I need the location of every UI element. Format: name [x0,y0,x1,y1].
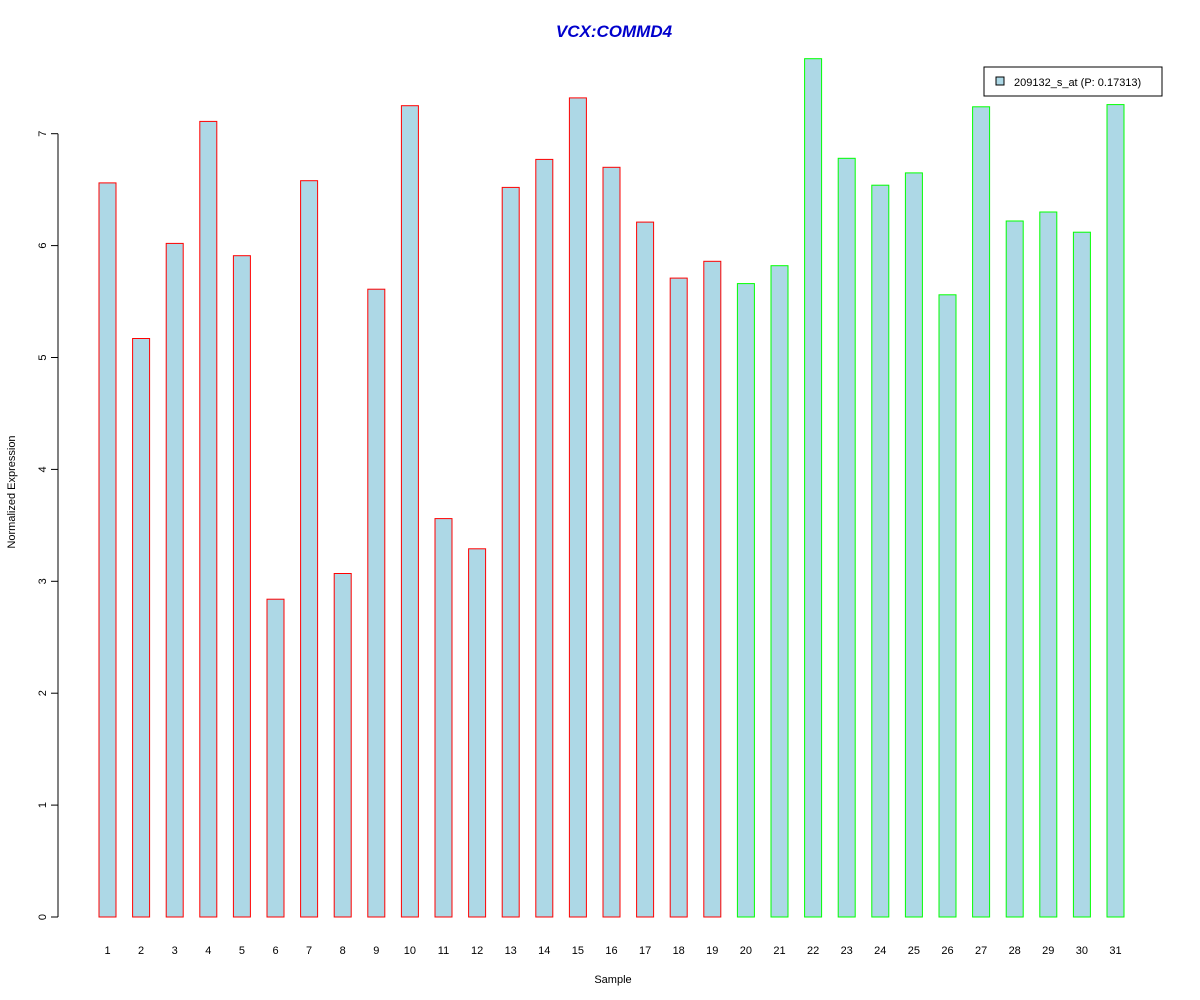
x-tick-label: 3 [172,945,178,957]
x-tick-label: 17 [639,945,651,957]
x-tick-label: 19 [706,945,718,957]
x-tick-label: 24 [874,945,886,957]
chart-title: VCX:COMMD4 [556,22,673,41]
bar-19 [703,260,722,918]
x-tick-label: 9 [373,945,379,957]
y-axis-label: Normalized Expression [6,435,18,548]
bar-27 [972,106,991,918]
x-tick-label: 14 [538,945,550,957]
x-tick-label: 18 [673,945,685,957]
y-axis: 0 1 2 3 4 5 6 7 [37,131,59,920]
bar-20 [736,283,755,918]
bar-24 [871,184,890,918]
x-tick-label: 6 [272,945,278,957]
x-tick-label: 26 [941,945,953,957]
x-tick-label: 22 [807,945,819,957]
y-tick-label: 3 [37,578,49,584]
x-tick-label: 10 [404,945,416,957]
x-tick-labels: 1 2 3 4 5 6 7 8 9 10 11 12 13 14 15 16 17 18 19 20 21 22 23 24 2… [104,945,1121,957]
x-tick-label: 7 [306,945,312,957]
bar-3 [165,242,184,918]
bar-29 [1039,211,1058,918]
y-tick-label: 5 [37,354,49,360]
bar-26 [938,294,957,918]
bar-4 [199,120,218,918]
legend: 209132_s_at (P: 0.17313) [983,66,1163,97]
y-tick-label: 4 [37,466,49,472]
x-tick-label: 27 [975,945,987,957]
x-tick-label: 31 [1109,945,1121,957]
y-tick-label: 6 [37,243,49,249]
bar-7 [300,180,319,918]
bar-31 [1106,104,1125,918]
bar-6 [266,598,285,918]
bar-28 [1005,220,1024,918]
x-tick-label: 2 [138,945,144,957]
x-tick-label: 15 [572,945,584,957]
x-axis-label: Sample [594,974,631,986]
bar-22 [804,58,823,918]
bar-16 [602,166,621,918]
legend-box [983,66,1163,97]
x-tick-label: 29 [1042,945,1054,957]
x-tick-label: 8 [340,945,346,957]
bar-23 [837,157,856,918]
bar-17 [636,221,655,918]
bar-13 [501,186,520,918]
bars-group [98,58,1125,918]
x-tick-label: 12 [471,945,483,957]
bar-1 [98,182,117,918]
x-tick-label: 25 [908,945,920,957]
legend-swatch [995,76,1005,86]
x-tick-label: 28 [1009,945,1021,957]
bar-14 [535,158,554,918]
bar-15 [568,97,587,918]
y-tick-label: 0 [37,914,49,920]
bar-9 [367,288,386,918]
x-tick-label: 13 [505,945,517,957]
bar-2 [132,338,151,918]
x-tick-label: 30 [1076,945,1088,957]
bar-5 [232,255,251,918]
x-tick-label: 1 [104,945,110,957]
x-tick-label: 21 [773,945,785,957]
x-tick-label: 20 [740,945,752,957]
bar-21 [770,265,789,918]
bar-10 [400,105,419,918]
y-tick-label: 7 [37,131,49,137]
y-tick-label: 1 [37,802,49,808]
x-tick-label: 5 [239,945,245,957]
bar-25 [904,172,923,918]
bar-12 [468,548,487,918]
y-tick-label: 2 [37,690,49,696]
bar-30 [1072,231,1091,918]
x-tick-label: 4 [205,945,211,957]
bar-8 [333,573,352,918]
x-tick-label: 11 [438,945,449,957]
bar-11 [434,518,453,918]
bar-18 [669,277,688,918]
legend-label: 209132_s_at (P: 0.17313) [1014,77,1141,89]
x-tick-label: 16 [605,945,617,957]
x-tick-label: 23 [841,945,853,957]
